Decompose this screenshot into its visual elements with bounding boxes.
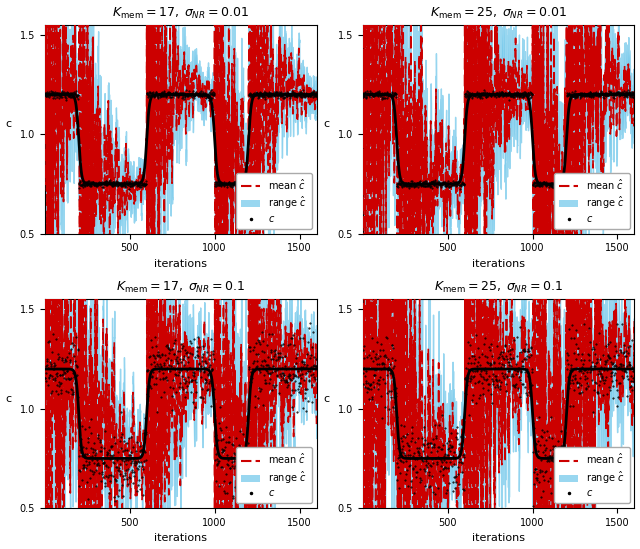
mean $\hat{c}$: [147, 130, 154, 136]
$c$: [81, 181, 88, 188]
mean $\hat{c}$: [630, 349, 638, 356]
$c$: [431, 181, 438, 188]
X-axis label: iterations: iterations: [154, 259, 207, 269]
$c$: [359, 90, 367, 97]
mean $\hat{c}$: [612, 327, 620, 334]
Title: $K_{\mathrm{mem}} = 17,\; \sigma_{NR} = 0.01$: $K_{\mathrm{mem}} = 17,\; \sigma_{NR} = …: [112, 5, 249, 21]
mean $\hat{c}$: [359, 33, 367, 40]
Line: mean $\hat{c}$: mean $\hat{c}$: [363, 0, 634, 549]
mean $\hat{c}$: [630, 115, 638, 121]
mean $\hat{c}$: [178, 434, 186, 440]
$c$: [580, 320, 588, 327]
$c$: [531, 183, 539, 189]
$c$: [456, 186, 463, 192]
mean $\hat{c}$: [294, 354, 302, 361]
mean $\hat{c}$: [178, 78, 186, 85]
$c$: [313, 94, 321, 100]
mean $\hat{c}$: [608, 353, 616, 360]
$c$: [630, 375, 638, 382]
$c$: [399, 183, 406, 189]
$c$: [113, 182, 120, 188]
Y-axis label: c: c: [323, 394, 330, 404]
mean $\hat{c}$: [86, 536, 93, 543]
$c$: [628, 92, 636, 99]
$c$: [310, 362, 318, 369]
X-axis label: iterations: iterations: [472, 534, 525, 544]
X-axis label: iterations: iterations: [472, 259, 525, 269]
$c$: [77, 182, 85, 188]
mean $\hat{c}$: [308, 97, 316, 103]
$c$: [630, 89, 638, 96]
$c$: [310, 90, 318, 97]
$c$: [359, 369, 367, 376]
Legend: mean $\hat{c}$, range $\hat{c}$, $c$: mean $\hat{c}$, range $\hat{c}$, $c$: [236, 173, 312, 229]
mean $\hat{c}$: [290, 416, 298, 422]
mean $\hat{c}$: [627, 391, 634, 398]
$c$: [113, 464, 121, 470]
$c$: [399, 449, 406, 455]
Y-axis label: c: c: [6, 119, 12, 129]
Legend: mean $\hat{c}$, range $\hat{c}$, $c$: mean $\hat{c}$, range $\hat{c}$, $c$: [554, 447, 630, 503]
mean $\hat{c}$: [359, 359, 367, 366]
mean $\hat{c}$: [608, 60, 616, 66]
$c$: [529, 503, 537, 509]
Title: $K_{\mathrm{mem}} = 25,\; \sigma_{NR} = 0.1$: $K_{\mathrm{mem}} = 25,\; \sigma_{NR} = …: [434, 280, 563, 295]
mean $\hat{c}$: [496, 104, 504, 110]
$c$: [396, 452, 403, 459]
mean $\hat{c}$: [465, 461, 472, 468]
$c$: [396, 178, 403, 184]
$c$: [165, 92, 173, 98]
$c$: [483, 89, 490, 96]
Line: mean $\hat{c}$: mean $\hat{c}$: [45, 0, 317, 549]
$c$: [483, 369, 490, 376]
Y-axis label: c: c: [323, 119, 330, 129]
Title: $K_{\mathrm{mem}} = 25,\; \sigma_{NR} = 0.01$: $K_{\mathrm{mem}} = 25,\; \sigma_{NR} = …: [430, 5, 567, 21]
$c$: [41, 374, 49, 381]
Line: $c$: $c$: [362, 89, 635, 189]
Legend: mean $\hat{c}$, range $\hat{c}$, $c$: mean $\hat{c}$, range $\hat{c}$, $c$: [554, 173, 630, 229]
X-axis label: iterations: iterations: [154, 534, 207, 544]
mean $\hat{c}$: [308, 350, 316, 356]
Legend: mean $\hat{c}$, range $\hat{c}$, $c$: mean $\hat{c}$, range $\hat{c}$, $c$: [236, 447, 312, 503]
$c$: [41, 92, 49, 98]
$c$: [313, 366, 321, 372]
$c$: [111, 498, 118, 505]
mean $\hat{c}$: [627, 93, 634, 100]
$c$: [624, 86, 632, 93]
mean $\hat{c}$: [294, 68, 302, 74]
$c$: [81, 452, 88, 459]
$c$: [77, 477, 85, 483]
$c$: [628, 363, 636, 370]
$c$: [207, 87, 214, 93]
Line: $c$: $c$: [44, 89, 317, 189]
Line: mean $\hat{c}$: mean $\hat{c}$: [363, 0, 634, 549]
Y-axis label: c: c: [6, 394, 12, 404]
$c$: [213, 461, 221, 467]
$c$: [165, 350, 173, 356]
Title: $K_{\mathrm{mem}} = 17,\; \sigma_{NR} = 0.1$: $K_{\mathrm{mem}} = 17,\; \sigma_{NR} = …: [116, 280, 245, 295]
mean $\hat{c}$: [212, 280, 220, 287]
$c$: [431, 440, 438, 447]
$c$: [306, 320, 314, 326]
$c$: [125, 186, 132, 192]
mean $\hat{c}$: [313, 97, 321, 103]
mean $\hat{c}$: [290, 78, 298, 85]
mean $\hat{c}$: [212, 107, 220, 113]
mean $\hat{c}$: [496, 339, 504, 345]
$c$: [531, 466, 539, 473]
$c$: [214, 178, 221, 185]
Line: $c$: $c$: [362, 323, 635, 507]
Line: mean $\hat{c}$: mean $\hat{c}$: [45, 0, 317, 540]
mean $\hat{c}$: [313, 421, 321, 427]
mean $\hat{c}$: [465, 287, 472, 293]
mean $\hat{c}$: [612, 74, 620, 81]
Line: $c$: $c$: [44, 322, 317, 502]
